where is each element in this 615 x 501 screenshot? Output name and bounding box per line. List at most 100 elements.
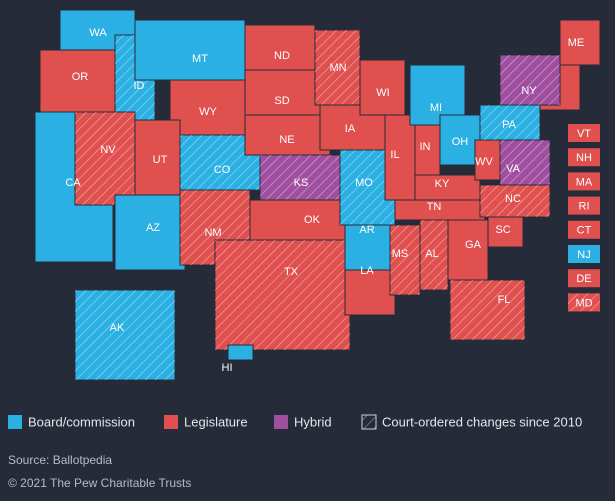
copyright: © 2021 The Pew Charitable Trusts <box>8 476 191 490</box>
state-shape <box>227 344 254 361</box>
small-state-label: MA <box>576 176 593 188</box>
state-label: SD <box>274 95 289 107</box>
state-label: WA <box>89 27 107 39</box>
small-state-label: VT <box>577 128 591 140</box>
small-state-box <box>568 148 600 167</box>
state-label: CO <box>214 164 231 176</box>
legend-swatch <box>8 415 22 429</box>
state-shape <box>559 19 601 66</box>
hatch-overlay <box>500 55 560 105</box>
legend-swatch <box>164 415 178 429</box>
small-state-label: NJ <box>577 249 590 261</box>
legend-swatch <box>274 415 288 429</box>
legend-label: Legislature <box>184 414 248 429</box>
state-shape <box>169 79 246 136</box>
state-label: TN <box>427 201 442 213</box>
state-shape <box>244 24 316 71</box>
state-shape <box>439 114 481 166</box>
state-label: MT <box>192 53 208 65</box>
state-label: IN <box>420 141 431 153</box>
state-label: KS <box>294 177 309 189</box>
small-state-box <box>568 220 600 239</box>
state-label: NV <box>100 144 116 156</box>
state-label: WY <box>199 106 217 118</box>
state-label: NE <box>279 134 294 146</box>
small-state-label: MD <box>575 297 592 309</box>
source: Source: Ballotpedia <box>8 453 112 467</box>
state-shape <box>344 224 396 271</box>
state-label: UT <box>153 154 168 166</box>
state-label: NM <box>204 227 221 239</box>
us-map: WA OR CA ID NV MT WY UT AZ CO NM ND SD NE KS OK TX MN IA MO… <box>34 9 601 381</box>
hatch-overlay <box>480 185 550 217</box>
state-shape <box>249 199 351 241</box>
small-state-label: RI <box>579 201 590 213</box>
state-shape <box>344 269 396 316</box>
state-label: IA <box>345 123 356 135</box>
state-shape <box>114 194 186 271</box>
state-label: FL <box>498 294 511 306</box>
state-label: IL <box>390 149 399 161</box>
small-state-box <box>568 196 600 215</box>
state-shape <box>474 139 501 181</box>
state-shape <box>487 216 524 248</box>
state-label: AL <box>425 248 438 260</box>
state-label: KY <box>435 178 450 190</box>
hatch-overlay <box>500 140 550 185</box>
hatch-overlay <box>480 105 540 140</box>
state-shape <box>134 119 181 196</box>
state-label: MS <box>392 248 409 260</box>
state-shape <box>244 69 321 116</box>
legend-label: Hybrid <box>294 414 332 429</box>
hatch-overlay <box>75 112 135 205</box>
state-shape <box>414 174 481 201</box>
legend-label: Court-ordered changes since 2010 <box>382 414 582 429</box>
state-shape <box>359 59 406 116</box>
state-label: AZ <box>146 222 160 234</box>
state-label: OK <box>304 214 321 226</box>
hatch-overlay <box>315 30 360 105</box>
state-label: SC <box>495 224 510 236</box>
hatch-overlay <box>390 225 420 295</box>
state-label: ME <box>568 37 585 49</box>
small-state-box <box>568 269 600 288</box>
hatch-overlay <box>568 293 600 312</box>
small-state-label: CT <box>577 225 592 237</box>
state-label: MO <box>355 177 373 189</box>
state-label: GA <box>465 239 482 251</box>
small-state-label: NH <box>576 152 592 164</box>
state-label: OR <box>72 71 89 83</box>
state-label: ID <box>134 80 145 92</box>
small-state-label: DE <box>576 273 591 285</box>
legend-swatch <box>361 414 377 430</box>
state-label: WV <box>475 156 493 168</box>
state-shape <box>39 49 121 113</box>
hatch-overlay <box>450 280 525 340</box>
hatch-overlay <box>420 220 448 290</box>
small-state-box <box>568 245 600 263</box>
small-state-list: VT NH MA RI CT NJ DE MD <box>568 124 600 312</box>
state-label: AR <box>359 224 374 236</box>
state-label: ND <box>274 50 290 62</box>
state-label: OH <box>452 136 469 148</box>
state-shape <box>134 19 246 81</box>
state-label: PA <box>502 119 517 131</box>
legend: Board/commission Legislature Hybrid Court-o… <box>8 414 582 430</box>
state-label: CA <box>65 177 81 189</box>
hatch-overlay <box>75 290 175 380</box>
state-label: VA <box>506 163 521 175</box>
hatch-overlay <box>215 240 350 350</box>
legend-label: Board/commission <box>28 414 135 429</box>
state-label: MN <box>329 62 346 74</box>
small-state-box <box>568 172 600 191</box>
state-label: AK <box>110 322 125 334</box>
state-label: NC <box>505 193 521 205</box>
state-label: HI <box>222 362 233 374</box>
state-label: LA <box>360 265 374 277</box>
state-label: TX <box>284 266 299 278</box>
state-label: WI <box>376 87 389 99</box>
state-label: MI <box>430 102 442 114</box>
small-state-box <box>568 124 600 142</box>
hatch-overlay <box>260 155 350 200</box>
